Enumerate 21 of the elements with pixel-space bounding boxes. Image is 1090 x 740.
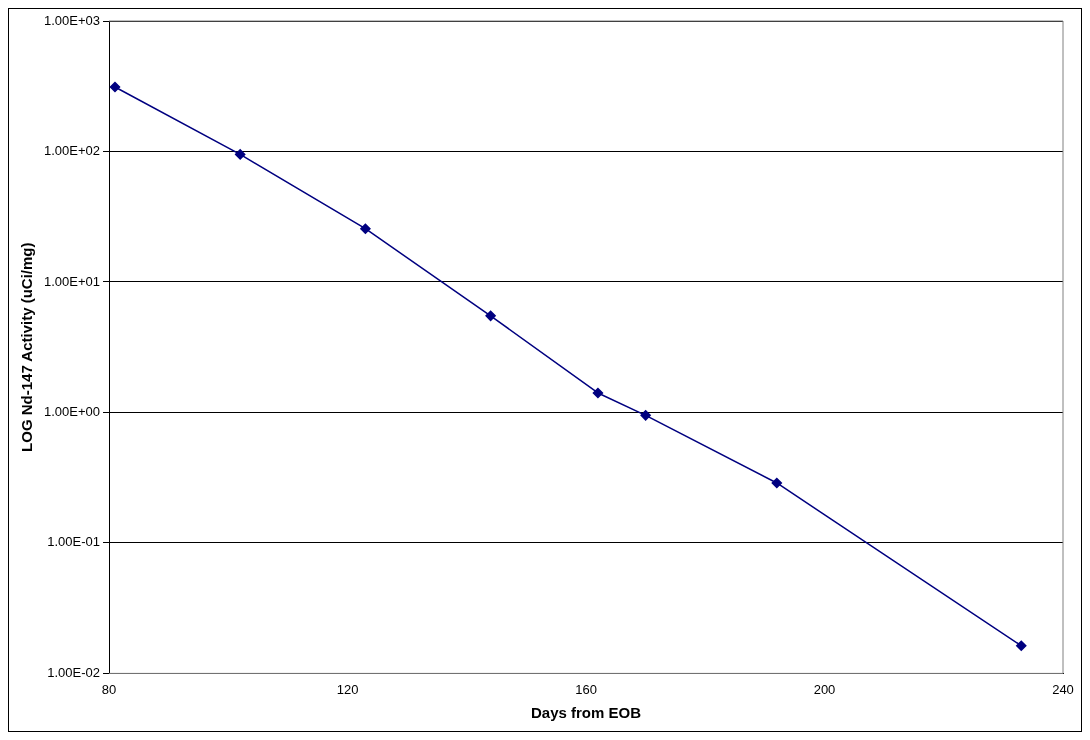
point bbox=[485, 310, 496, 322]
y-axis-title: LOG Nd-147 Activity (uCi/mg) bbox=[18, 242, 36, 452]
y-tick-label: 1.00E-02 bbox=[47, 664, 101, 680]
point bbox=[109, 81, 121, 93]
x-tick-label: 240 bbox=[1052, 681, 1074, 697]
y-tick-label: 1.00E+00 bbox=[43, 404, 101, 420]
point bbox=[640, 410, 651, 421]
x-tick-label: 200 bbox=[813, 681, 836, 697]
point bbox=[771, 477, 783, 489]
y-tick-label: 1.00E-01 bbox=[47, 534, 101, 550]
x-tick-label: 160 bbox=[575, 681, 597, 697]
x-axis-title: Days from EOB bbox=[530, 704, 642, 722]
y-tick-label: 1.00E+01 bbox=[43, 273, 101, 289]
x-tick-label: 80 bbox=[101, 681, 117, 697]
point bbox=[234, 149, 246, 160]
point bbox=[592, 387, 604, 399]
x-tick-label: 120 bbox=[336, 681, 359, 697]
y-tick-label: 1.00E+02 bbox=[43, 143, 101, 159]
point bbox=[1016, 640, 1027, 651]
point bbox=[360, 223, 371, 234]
y-tick-label: 1.00E+03 bbox=[43, 12, 101, 28]
